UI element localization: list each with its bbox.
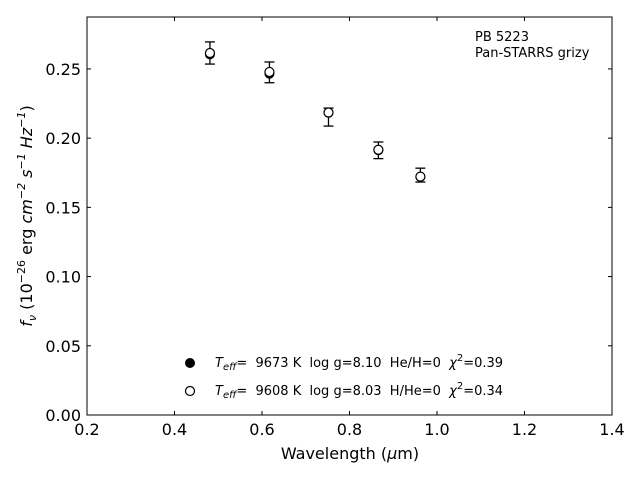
x-tick-label: 0.4 — [162, 420, 187, 439]
model-h-point — [323, 107, 334, 118]
x-tick-label: 1.0 — [424, 420, 449, 439]
x-tick-label: 1.2 — [512, 420, 537, 439]
x-axis-label: Wavelength (μm) — [281, 444, 419, 463]
plot-area — [86, 16, 613, 416]
y-tick-label: 0.10 — [45, 268, 81, 287]
legend-marker-filled — [185, 358, 195, 368]
x-tick-label: 1.4 — [599, 420, 624, 439]
x-tick-label: 0.8 — [337, 420, 362, 439]
model-h-point — [264, 66, 275, 78]
y-ticks: 0.00 0.05 0.10 0.15 0.20 0.25 — [45, 60, 612, 425]
legend: Teff= 9673 K log g=8.10 He/H=0 χ2=0.39 T… — [184, 353, 503, 401]
y-tick-label: 0.25 — [45, 60, 81, 79]
legend-entry-2: Teff= 9608 K log g=8.03 H/He=0 χ2=0.34 — [215, 381, 503, 401]
x-tick-label: 0.2 — [74, 420, 99, 439]
y-tick-label: 0.00 — [45, 406, 81, 425]
data-marks — [204, 41, 426, 183]
model-h-point — [373, 144, 384, 155]
y-tick-label: 0.15 — [45, 198, 81, 217]
x-tick-label: 0.6 — [249, 420, 274, 439]
model-h-point — [415, 171, 426, 182]
annotation-line-1: PB 5223 — [475, 30, 529, 45]
y-axis-label: fν (10−26 erg cm−2 s−1 Hz−1) — [15, 105, 39, 326]
model-h-point — [204, 47, 216, 59]
legend-entry-1: Teff= 9673 K log g=8.10 He/H=0 χ2=0.39 — [215, 353, 503, 373]
y-tick-label: 0.05 — [45, 337, 81, 356]
y-tick-label: 0.20 — [45, 129, 81, 148]
legend-marker-open — [184, 385, 196, 397]
annotation-line-2: Pan-STARRS grizy — [475, 46, 590, 61]
x-ticks: 0.2 0.4 0.6 0.8 1.0 1.2 1.4 — [74, 17, 625, 439]
